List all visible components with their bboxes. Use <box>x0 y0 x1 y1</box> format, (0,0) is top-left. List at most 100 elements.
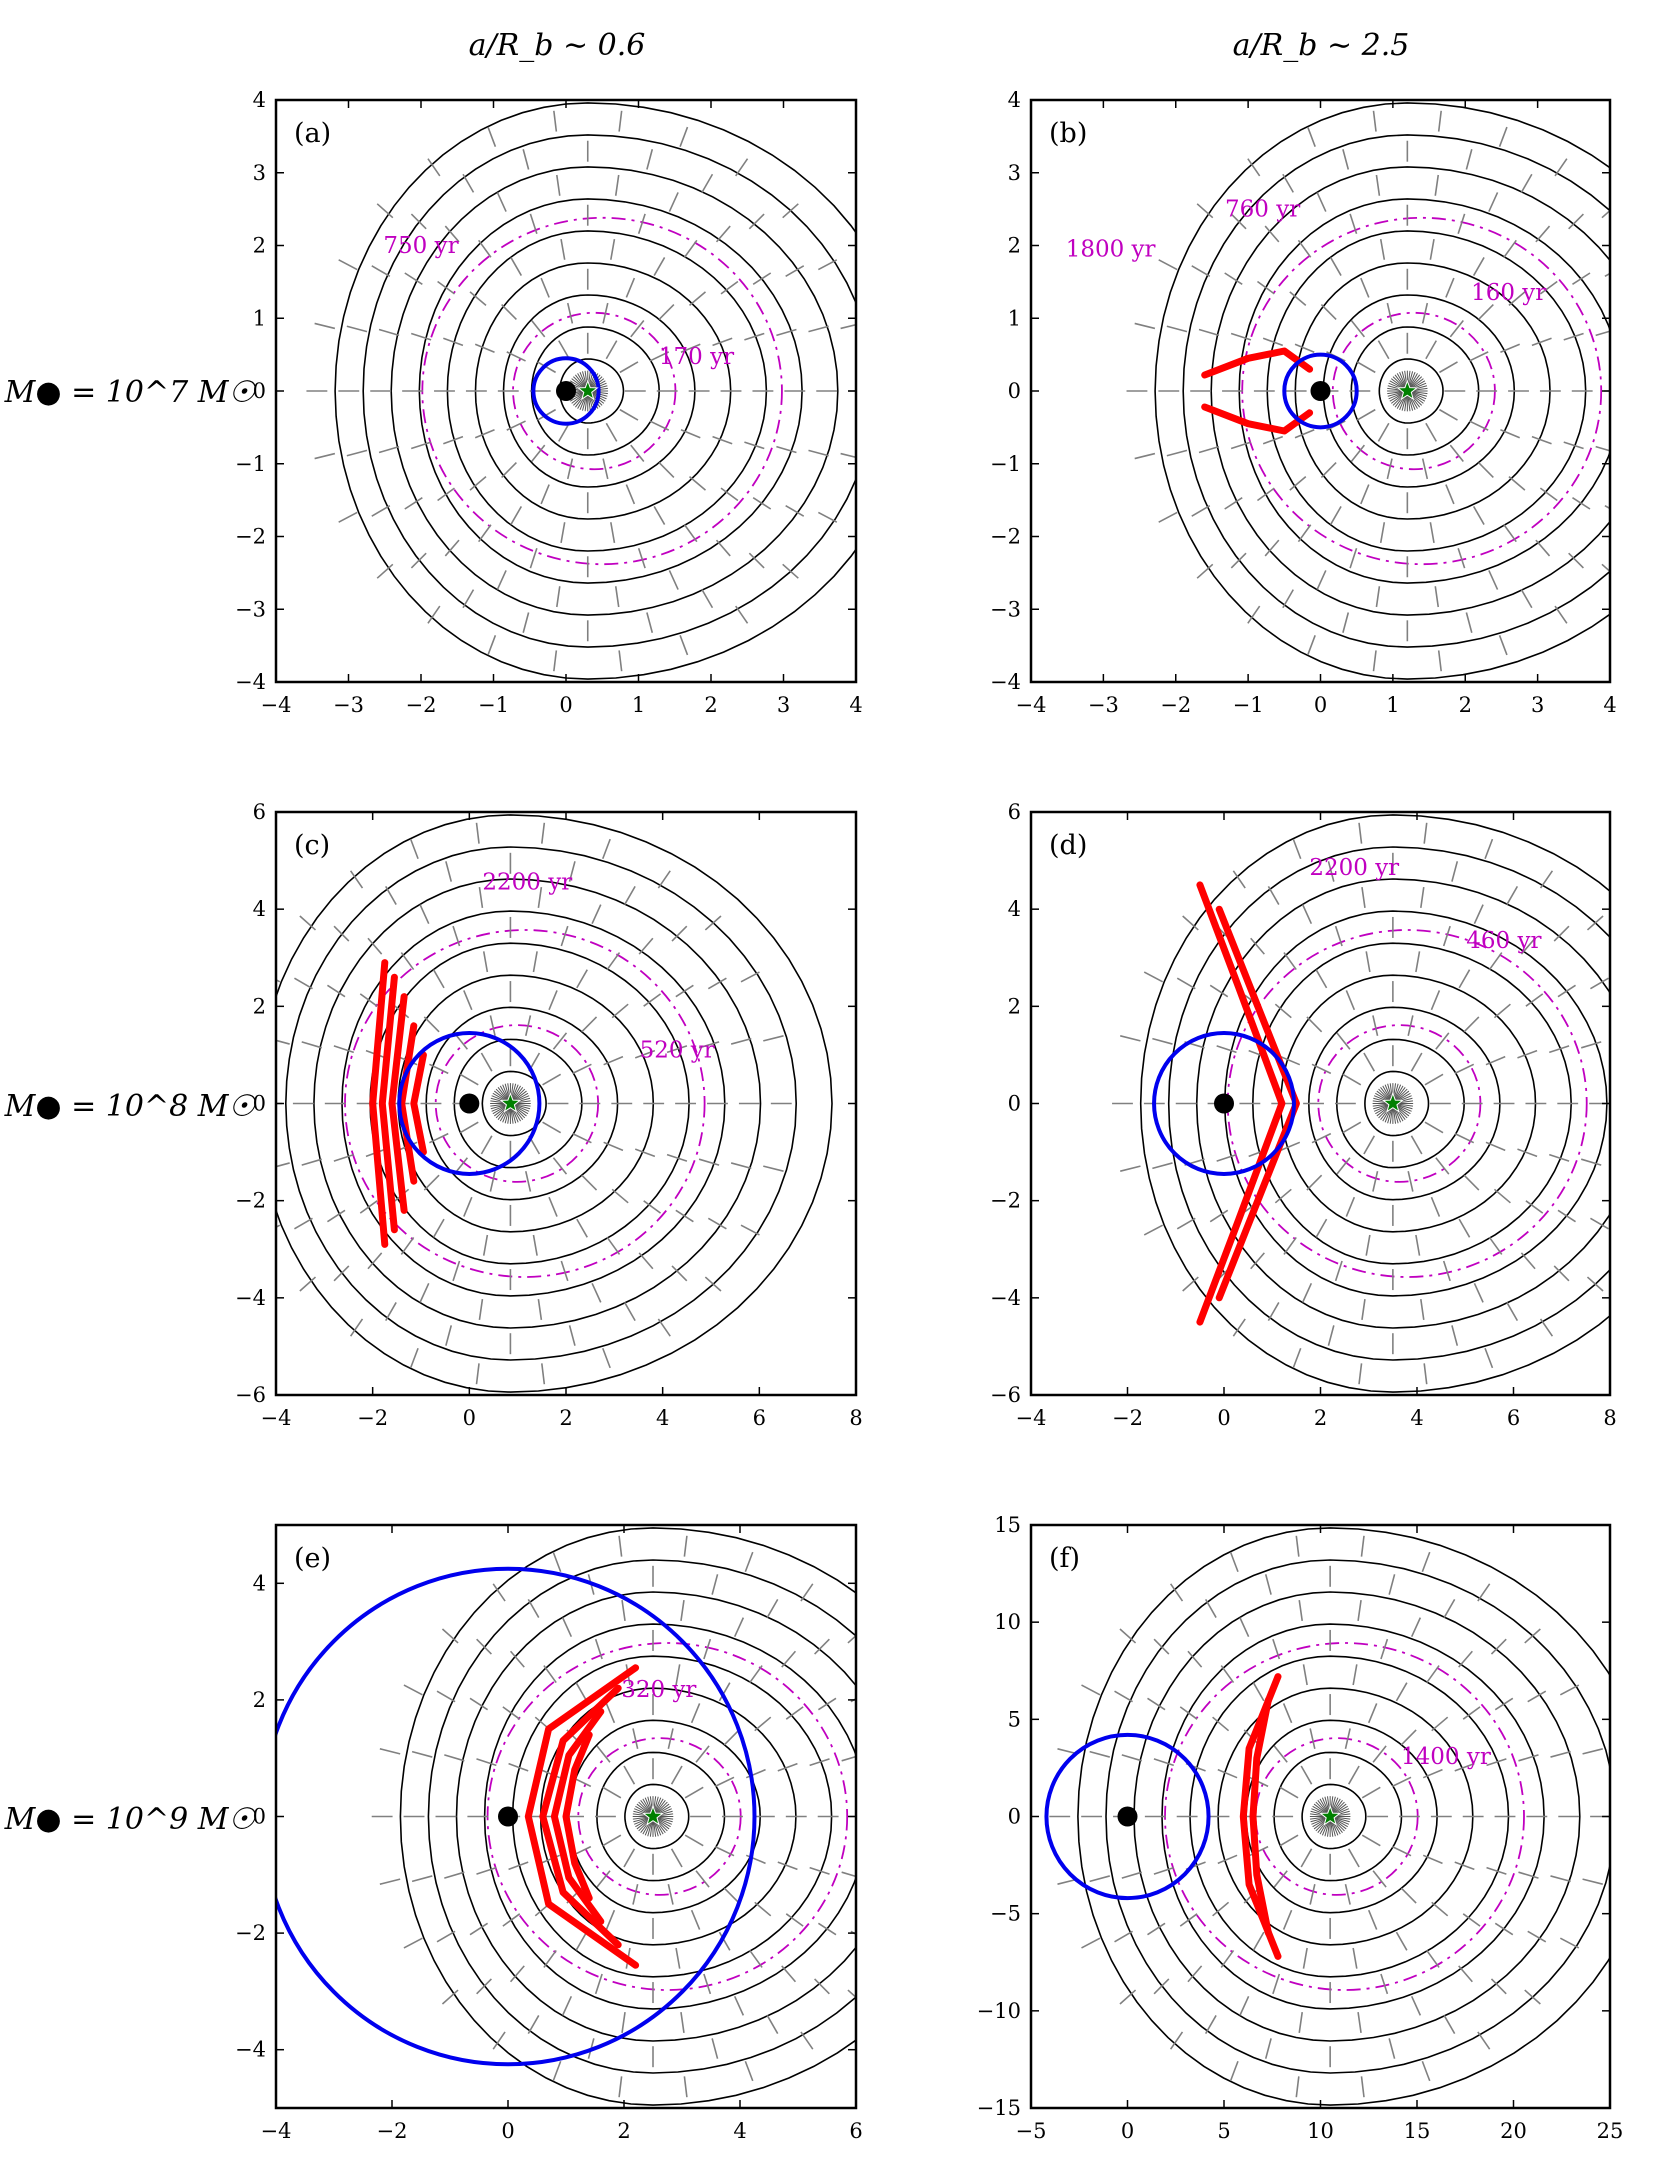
flow-tick <box>444 539 460 557</box>
flow-tick <box>1264 2038 1272 2059</box>
flow-tick <box>596 1745 611 1763</box>
flow-tick <box>718 1931 731 1951</box>
flow-tick <box>1272 1973 1281 1995</box>
x-tick-label: 25 <box>1597 2119 1624 2143</box>
flow-tick <box>1488 570 1499 590</box>
flow-tick <box>1209 984 1229 998</box>
flow-tick <box>1434 174 1440 196</box>
flow-tick <box>333 1265 350 1282</box>
x-tick-label: 0 <box>463 1406 476 1430</box>
flow-tick <box>566 458 574 480</box>
flow-tick <box>1356 408 1376 421</box>
flow-tick <box>1549 1153 1570 1162</box>
flow-tick <box>1531 435 1552 445</box>
x-tick-label: 15 <box>1404 2119 1431 2143</box>
flow-tick <box>808 325 829 333</box>
flow-tick <box>1289 476 1307 491</box>
stream-line <box>378 973 398 1234</box>
flow-tick <box>1361 1786 1381 1799</box>
y-tick-label: 2 <box>253 1688 266 1712</box>
flow-tick <box>1431 1901 1449 1917</box>
plot-area <box>306 102 856 680</box>
flow-tick <box>1582 1748 1603 1755</box>
flow-tick <box>1280 1055 1301 1066</box>
flow-tick <box>506 420 526 431</box>
flow-tick <box>543 1949 557 1968</box>
flow-tick <box>427 158 441 177</box>
flow-tick <box>1292 1347 1302 1369</box>
flow-tick <box>606 952 621 971</box>
flow-tick <box>680 343 701 353</box>
flow-tick <box>378 328 400 337</box>
flow-tick <box>712 337 733 347</box>
flow-tick <box>605 340 618 360</box>
flow-tick <box>1554 605 1568 624</box>
flow-tick <box>1410 1135 1423 1155</box>
flow-tick <box>1490 1638 1507 1655</box>
star-marker <box>576 379 599 401</box>
flow-tick <box>1289 291 1307 306</box>
flow-tick <box>572 1063 592 1075</box>
stream-line <box>524 1664 640 1969</box>
flow-tick <box>777 1762 798 1772</box>
flow-tick <box>489 1015 496 1037</box>
flow-tick <box>1503 524 1517 543</box>
flow-tick <box>1347 1848 1360 1868</box>
flow-tick <box>299 1276 317 1292</box>
flow-tick <box>1274 1188 1292 1204</box>
x-tick-label: −3 <box>333 693 364 717</box>
flow-tick <box>299 915 317 931</box>
flow-tick <box>670 1765 683 1785</box>
flow-tick <box>1494 1922 1514 1936</box>
flow-tick <box>1550 1750 1571 1758</box>
flow-tick <box>1294 343 1315 353</box>
flow-tick <box>1358 1363 1363 1385</box>
flow-tick <box>1557 984 1576 998</box>
flow-tick <box>649 351 670 362</box>
flow-tick <box>1424 1121 1444 1134</box>
flow-tick <box>552 1551 562 1573</box>
flow-tick <box>754 1901 772 1917</box>
flow-tick <box>602 1347 611 1369</box>
flow-tick <box>1264 225 1280 243</box>
flow-tick <box>618 2076 623 2098</box>
y-tick-label: −4 <box>990 1286 1021 1310</box>
flow-tick <box>462 173 475 193</box>
flow-tick <box>1363 1052 1376 1072</box>
y-tick-label: 0 <box>1008 1805 1021 1829</box>
flow-tick <box>657 1318 671 1337</box>
flow-tick <box>1166 325 1188 333</box>
flow-tick <box>429 1132 449 1144</box>
panel-f: 1400 yr −5 0 5 10 15 20 25 −15 −10 −5 0 5 10 15 (f) <box>977 1513 1624 2143</box>
flow-tick <box>1153 1638 1170 1655</box>
flow-tick <box>1209 1209 1229 1223</box>
stream-line <box>562 1731 593 1902</box>
flow-tick <box>1557 1209 1576 1223</box>
flow-tick <box>1469 351 1489 362</box>
y-tick-label: −2 <box>235 1189 266 1213</box>
flow-tick <box>346 325 368 333</box>
plot-area <box>276 814 833 1393</box>
flow-tick <box>634 1049 656 1059</box>
flow-tick <box>1377 422 1390 442</box>
contour-line <box>276 814 833 1393</box>
flow-tick <box>502 1913 521 1927</box>
flow-tick <box>1179 1913 1198 1927</box>
flow-tick <box>766 2015 779 2035</box>
flow-tick <box>581 1016 598 1033</box>
flow-tick <box>469 291 487 306</box>
flow-tick <box>510 506 523 525</box>
flow-tick <box>1347 1765 1360 1785</box>
flow-tick <box>463 990 473 1011</box>
influence-circle <box>531 356 601 426</box>
flow-tick <box>614 586 620 608</box>
flow-tick <box>502 1706 521 1720</box>
flow-tick <box>646 612 654 633</box>
time-label: 2200 yr <box>1309 855 1399 881</box>
y-tick-label: 4 <box>253 897 266 921</box>
flow-tick <box>619 408 639 421</box>
flow-tick <box>1520 173 1533 193</box>
flow-tick <box>1147 1922 1166 1936</box>
flow-tick <box>444 225 460 243</box>
flow-tick <box>294 977 313 990</box>
